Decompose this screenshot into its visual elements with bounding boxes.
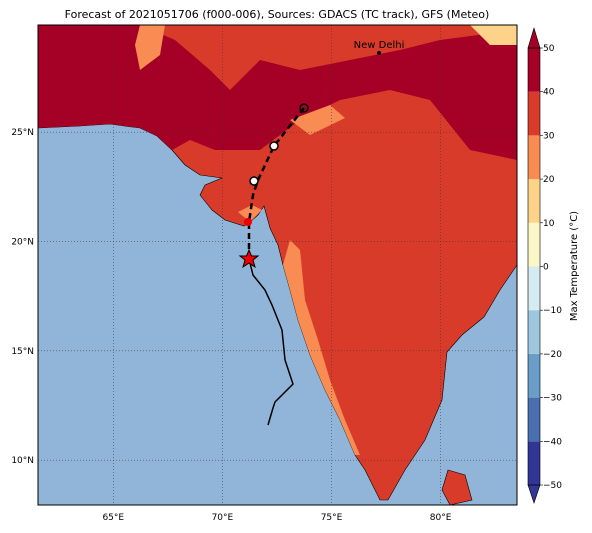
- map: New Delhi: [38, 25, 517, 505]
- hot-region: [38, 25, 517, 160]
- city-label: New Delhi: [354, 40, 405, 51]
- colorbar-label: Max Temperature (°C): [569, 211, 580, 321]
- colorbar-tick-label: 30: [543, 131, 555, 141]
- y-tick-label: 10°N: [11, 456, 34, 466]
- track-point: [299, 103, 309, 113]
- colorbar-extend: [527, 484, 541, 504]
- colorbar-bin: [528, 179, 540, 223]
- map-frame: [37, 24, 518, 506]
- land: [38, 25, 517, 501]
- track-point: [249, 176, 259, 186]
- storm-star: [238, 248, 260, 269]
- colorbar-bin: [528, 397, 540, 442]
- y-tick-label: 15°N: [11, 347, 34, 357]
- colorbar-bin: [528, 91, 540, 136]
- colorbar-tick-label: 0: [543, 263, 549, 273]
- colorbar-tick-label: 40: [543, 88, 555, 98]
- y-tick-label: 25°N: [11, 128, 34, 138]
- cool-region: [470, 25, 517, 45]
- colorbar-bin: [528, 353, 540, 398]
- colorbar-bin: [528, 135, 540, 180]
- colorbar-extend: [527, 26, 541, 49]
- colorbar-tick-label: 50: [543, 44, 555, 54]
- colorbar-bin: [528, 222, 540, 267]
- colorbar-tick-label: 10: [543, 219, 555, 229]
- x-tick-label: 70°E: [212, 513, 234, 523]
- x-tick-label: 65°E: [102, 513, 124, 523]
- warm-region: [135, 25, 360, 455]
- sri-lanka: [441, 469, 473, 505]
- city-marker: [377, 51, 381, 55]
- past-track: [248, 258, 294, 426]
- x-tick-label: 80°E: [430, 513, 452, 523]
- colorbar-tick-label: −40: [543, 437, 562, 447]
- colorbar-tick-label: −10: [543, 306, 562, 316]
- colorbar-tick-label: 20: [543, 175, 555, 185]
- x-tick-label: 75°E: [321, 513, 343, 523]
- colorbar-bin: [528, 266, 540, 311]
- colorbar-tick-label: −50: [543, 481, 562, 491]
- track-point: [269, 141, 279, 151]
- colorbar-tick-label: −20: [543, 350, 562, 360]
- colorbar-bin: [528, 48, 540, 92]
- forecast-track: [247, 107, 305, 259]
- colorbar-bin: [528, 310, 540, 354]
- colorbar-bin: [528, 441, 540, 485]
- colorbar-tick-label: −30: [543, 394, 562, 404]
- title: Forecast of 2021051706 (f000-006), Sourc…: [65, 8, 490, 21]
- track-point: [244, 218, 252, 226]
- y-tick-label: 20°N: [11, 237, 34, 247]
